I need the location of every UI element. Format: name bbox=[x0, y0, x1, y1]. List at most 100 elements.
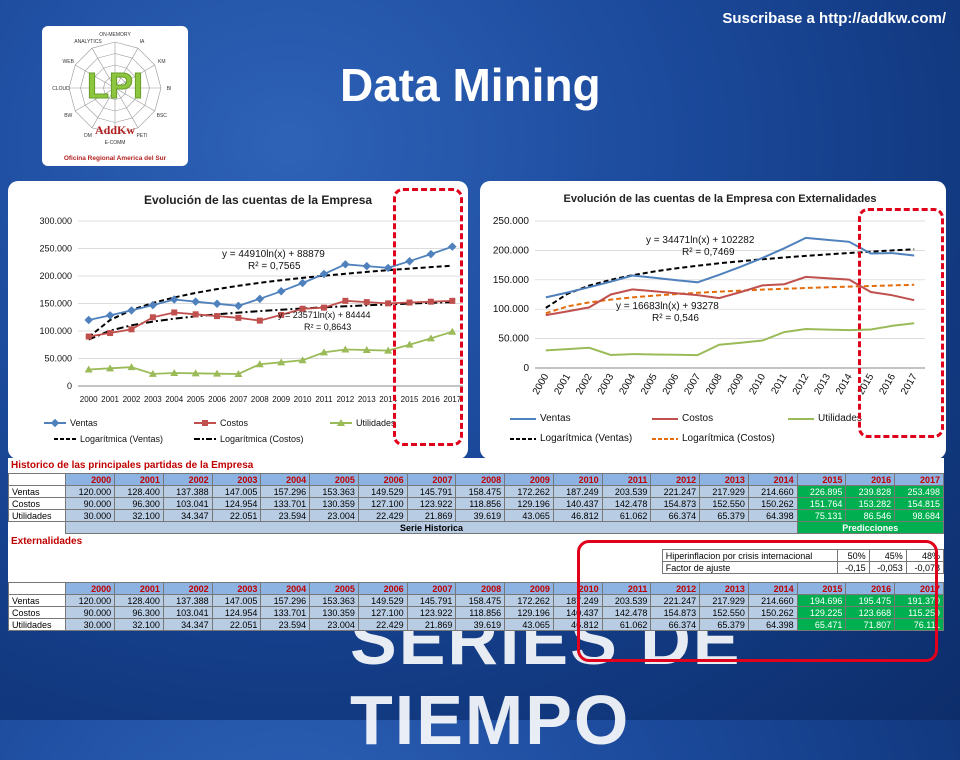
x-tick-label: 2017 bbox=[443, 395, 461, 404]
historic-cell: 39.619 bbox=[455, 509, 506, 522]
logo-spoke bbox=[75, 87, 116, 112]
ext-row-utilidades: Utilidades 30.000 32.100 34.347 22.051 23.594… bbox=[7, 618, 944, 631]
data-point-costos bbox=[171, 309, 178, 316]
historic-cell: 32.100 bbox=[114, 509, 164, 522]
ext-cell: 147.005 bbox=[211, 594, 262, 607]
x-tick-label: 2013 bbox=[358, 395, 376, 404]
chart1-highlight-box bbox=[393, 188, 463, 446]
chart1-plot: 0 50.000 100.000 150.000 200.000 250.000 300.0… bbox=[39, 216, 463, 404]
data-point-utilidades bbox=[234, 369, 243, 377]
logo-spoke bbox=[91, 87, 116, 128]
ext-cell: 115.259 bbox=[894, 606, 944, 619]
data-point-utilidades bbox=[341, 345, 350, 353]
ext-cell: 214.660 bbox=[747, 594, 798, 607]
historic-cell: 149.529 bbox=[357, 485, 408, 498]
externalidades-table: Hiperinflacion por crisis internacional … bbox=[8, 549, 945, 574]
externalidades-title: Externalidades bbox=[11, 536, 83, 547]
historic-cell: 34.347 bbox=[162, 509, 213, 522]
x-tick-label: 2014 bbox=[379, 395, 397, 404]
page-title: Data Mining bbox=[340, 59, 601, 111]
historic-cell: 133.701 bbox=[260, 497, 311, 510]
ext-cell: 32.100 bbox=[114, 618, 164, 631]
x-tick-label: 2012 bbox=[791, 372, 812, 397]
historic-cell: 142.478 bbox=[601, 497, 652, 510]
x-tick-label: 2000 bbox=[531, 372, 552, 397]
historic-year-2008: 2008 bbox=[455, 473, 506, 486]
data-point-costos bbox=[427, 298, 434, 305]
historic-year-2011: 2011 bbox=[601, 473, 652, 486]
series-line-costos bbox=[88, 299, 453, 338]
chart1-eq-costos: y = 23571ln(x) + 84444 R² = 0,8643 bbox=[278, 310, 371, 332]
historic-cell: 120.000 bbox=[65, 485, 116, 498]
historic-year-2002: 2002 bbox=[162, 473, 213, 486]
historic-cell: 153.282 bbox=[845, 497, 896, 510]
ext-year-2005: 2005 bbox=[309, 582, 359, 595]
ext-year-header: 2000 2001 2002 2003 2004 2005 2006 2007 2008 2009… bbox=[7, 582, 944, 595]
logo-subtitle-text: Oficina Regional America del Sur bbox=[64, 155, 167, 162]
data-point-costos bbox=[107, 330, 114, 337]
historic-year-2007: 2007 bbox=[406, 473, 457, 486]
data-point-utilidades bbox=[127, 363, 136, 371]
historic-section-title: Historico de las principales partidas de… bbox=[11, 460, 254, 471]
historic-cell: 154.873 bbox=[650, 497, 701, 510]
data-point-utilidades bbox=[277, 358, 286, 366]
historic-row-costos: Costos 90.000 96.300 103.041 124.954 133.701 1… bbox=[7, 497, 944, 510]
data-point-ventas bbox=[127, 306, 136, 315]
ext-cell: 65.471 bbox=[796, 618, 847, 631]
ext-year-2013: 2013 bbox=[699, 582, 749, 595]
ext-factor-2015: -0,15 bbox=[837, 561, 870, 574]
historic-cell: 23.004 bbox=[309, 509, 359, 522]
x-tick-label: 2005 bbox=[187, 395, 205, 404]
data-point-costos bbox=[149, 314, 156, 321]
ext-year-2001: 2001 bbox=[114, 582, 164, 595]
logo-spoke-label: ON-MEMORY bbox=[99, 32, 131, 38]
historic-row-label: Costos bbox=[7, 497, 67, 510]
data-point-ventas bbox=[319, 269, 329, 279]
historic-cell: 118.856 bbox=[455, 497, 506, 510]
historic-cell: 172.262 bbox=[504, 485, 554, 498]
ext-cell: 30.000 bbox=[65, 618, 116, 631]
ext-year-2002: 2002 bbox=[162, 582, 213, 595]
historic-cell: 221.247 bbox=[650, 485, 701, 498]
historic-cell: 203.539 bbox=[601, 485, 652, 498]
data-point-ventas bbox=[170, 295, 179, 304]
chart1-legend-ventas: Ventas bbox=[44, 418, 98, 428]
historic-cell: 150.262 bbox=[747, 497, 798, 510]
historic-cell: 43.065 bbox=[504, 509, 554, 522]
historic-year-2017: 2017 bbox=[894, 473, 944, 486]
ext-year-2004: 2004 bbox=[260, 582, 311, 595]
historic-cell: 217.929 bbox=[699, 485, 749, 498]
logo-brand-text: AddKw bbox=[95, 123, 135, 137]
data-point-utilidades bbox=[362, 346, 371, 354]
ext-row-2: Factor de ajuste -0,15 -0,053 -0,078 bbox=[8, 561, 945, 574]
series-line-ventas bbox=[88, 245, 453, 321]
data-point-costos bbox=[449, 297, 456, 304]
historic-row-ventas: Ventas 120.000 128.400 137.388 147.005 157.29… bbox=[7, 485, 944, 498]
x-tick-label: 2007 bbox=[230, 395, 248, 404]
logo-spoke bbox=[114, 87, 139, 128]
ext-row-ventas: Ventas 120.000 128.400 137.388 147.005 157.29… bbox=[7, 594, 944, 607]
data-point-costos bbox=[278, 311, 285, 318]
series-line-costos bbox=[545, 275, 915, 317]
historic-year-2014: 2014 bbox=[747, 473, 798, 486]
ext-cell: 154.873 bbox=[650, 606, 701, 619]
trend-line-costos bbox=[545, 283, 915, 315]
data-point-costos bbox=[235, 314, 242, 321]
data-point-costos bbox=[128, 326, 135, 333]
historic-cell: 86.546 bbox=[845, 509, 896, 522]
historic-year-2005: 2005 bbox=[309, 473, 359, 486]
logo-spoke-label: BSC bbox=[157, 113, 168, 119]
historic-year-2012: 2012 bbox=[650, 473, 701, 486]
ext-year-2015: 2015 bbox=[796, 582, 847, 595]
ext-row-label: Costos bbox=[7, 606, 67, 619]
ext-year-2012: 2012 bbox=[650, 582, 701, 595]
historic-cell: 239.828 bbox=[845, 485, 896, 498]
ext-row-1: Hiperinflacion por crisis internacional … bbox=[8, 549, 945, 562]
ext-year-2014: 2014 bbox=[747, 582, 798, 595]
logo-spoke-label: KM bbox=[158, 59, 166, 65]
chart2-highlight-box bbox=[858, 208, 944, 438]
historic-cell: 140.437 bbox=[552, 497, 603, 510]
x-tick-label: 2008 bbox=[704, 372, 725, 397]
historic-cell: 152.550 bbox=[699, 497, 749, 510]
data-point-ventas bbox=[212, 299, 222, 309]
